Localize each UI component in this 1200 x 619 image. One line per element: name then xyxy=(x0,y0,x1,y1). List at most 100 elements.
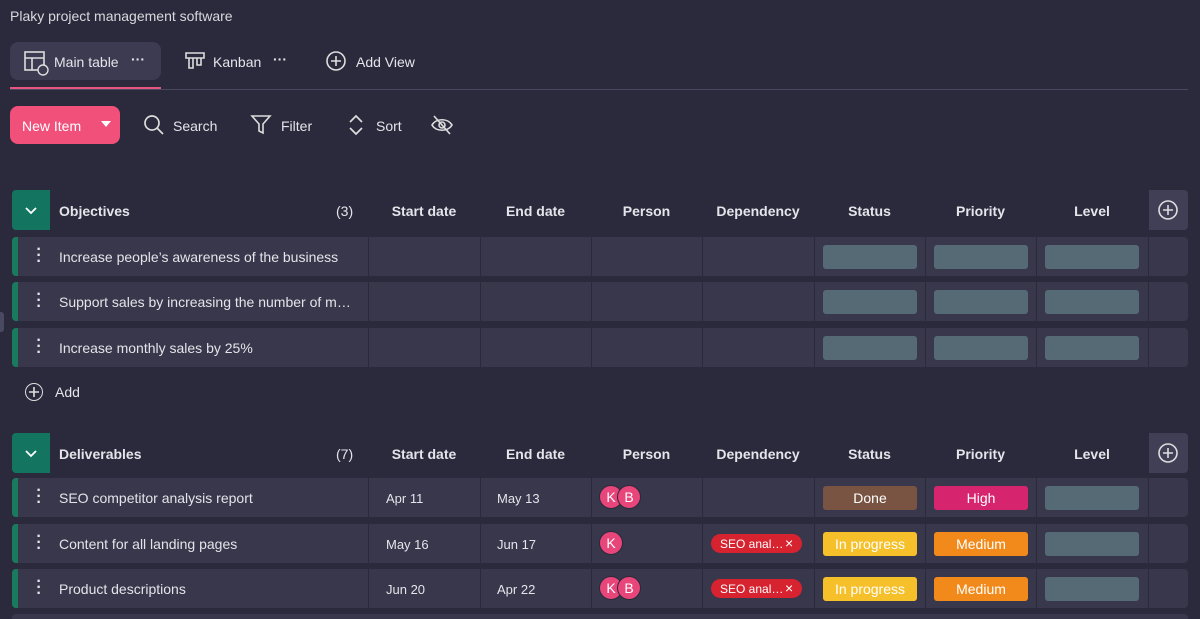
column-header: Priority xyxy=(955,446,1005,462)
level-pill[interactable] xyxy=(1045,532,1139,556)
cell-divider xyxy=(480,524,481,563)
column-header: Status xyxy=(848,446,891,462)
plus-icon xyxy=(1158,443,1178,463)
collapse-button[interactable] xyxy=(12,190,50,230)
cell-divider xyxy=(702,237,703,276)
cell-divider xyxy=(702,569,703,608)
cell-divider xyxy=(1036,237,1037,276)
tab-menu[interactable]: ··· xyxy=(131,51,145,67)
side-handle xyxy=(0,312,4,332)
cell-divider xyxy=(925,237,926,276)
add-item-icon[interactable] xyxy=(25,383,43,401)
status-pill[interactable] xyxy=(823,336,917,360)
column-header: Priority xyxy=(955,203,1005,219)
cell-divider xyxy=(591,569,592,608)
status-pill[interactable]: In progress xyxy=(823,577,917,601)
avatar: B xyxy=(617,576,641,600)
level-pill[interactable] xyxy=(1045,486,1139,510)
tab-menu[interactable]: ··· xyxy=(273,51,287,67)
status-pill[interactable] xyxy=(823,245,917,269)
row-stripe xyxy=(12,328,18,367)
item-name: Content for all landing pages xyxy=(59,536,238,552)
tab-label[interactable]: Kanban xyxy=(213,54,262,70)
start-date: May 16 xyxy=(386,537,429,552)
search-button[interactable]: Search xyxy=(173,118,218,134)
status-pill[interactable]: In progress xyxy=(823,532,917,556)
column-header: Start date xyxy=(391,446,457,462)
dependency-label: SEO anal… xyxy=(720,581,784,596)
chevron xyxy=(25,207,37,215)
new-item-label: New Item xyxy=(22,118,82,134)
add-view-icon xyxy=(326,51,346,71)
cell-divider xyxy=(1148,328,1149,367)
sort-button[interactable]: Sort xyxy=(376,118,402,134)
item-name: Product descriptions xyxy=(59,581,186,597)
cell-divider xyxy=(702,524,703,563)
column-header: Dependency xyxy=(716,203,800,219)
status-pill[interactable] xyxy=(823,290,917,314)
row-menu[interactable]: · · · xyxy=(36,286,42,315)
cell-divider xyxy=(814,478,815,517)
priority-pill[interactable]: High xyxy=(934,486,1028,510)
cell-divider xyxy=(925,524,926,563)
row-menu[interactable]: · · · xyxy=(36,482,42,511)
cell-divider xyxy=(1036,478,1037,517)
cell-divider xyxy=(368,524,369,563)
remove-dependency[interactable]: × xyxy=(785,535,794,551)
row-menu[interactable]: · · · xyxy=(36,332,42,361)
column-header: Start date xyxy=(391,203,457,219)
add-column-button[interactable] xyxy=(1149,433,1188,473)
group-count: (3) xyxy=(336,203,354,219)
filter-button[interactable]: Filter xyxy=(281,118,313,134)
row-menu[interactable]: · · · xyxy=(36,528,42,557)
kanban-icon xyxy=(185,52,205,69)
start-date: Apr 11 xyxy=(386,491,424,506)
dependency-tag[interactable]: SEO anal… xyxy=(711,534,802,553)
level-pill[interactable] xyxy=(1045,336,1139,360)
row-stripe xyxy=(12,478,18,517)
cell-divider xyxy=(480,237,481,276)
priority-pill[interactable] xyxy=(934,245,1028,269)
status-pill[interactable]: Done xyxy=(823,486,917,510)
cell-divider xyxy=(925,282,926,321)
cell-divider xyxy=(925,328,926,367)
row xyxy=(12,614,1188,619)
new-item-button[interactable] xyxy=(10,106,120,144)
row-stripe xyxy=(12,524,18,563)
cell-divider xyxy=(1148,237,1149,276)
end-date: Apr 22 xyxy=(497,582,536,597)
cell-divider xyxy=(368,569,369,608)
priority-pill[interactable]: Medium xyxy=(934,532,1028,556)
main-table-tab[interactable] xyxy=(10,42,161,80)
cell-divider xyxy=(1036,282,1037,321)
cell-divider xyxy=(814,328,815,367)
add-item[interactable]: Add xyxy=(55,384,80,400)
app-title: Plaky project management software xyxy=(10,8,233,24)
column-header: Level xyxy=(1074,203,1110,219)
item-name: Increase monthly sales by 25% xyxy=(59,340,253,356)
cell-divider xyxy=(368,328,369,367)
cell-divider xyxy=(591,478,592,517)
level-pill[interactable] xyxy=(1045,577,1139,601)
level-pill[interactable] xyxy=(1045,245,1139,269)
avatar: B xyxy=(617,485,641,509)
collapse-button[interactable] xyxy=(12,433,50,473)
priority-pill[interactable] xyxy=(934,290,1028,314)
add-column-button[interactable] xyxy=(1149,190,1188,230)
row-menu[interactable]: · · · xyxy=(36,241,42,270)
level-pill[interactable] xyxy=(1045,290,1139,314)
cell-divider xyxy=(368,282,369,321)
hide-icon[interactable] xyxy=(431,115,453,135)
priority-pill[interactable] xyxy=(934,336,1028,360)
cell-divider xyxy=(480,328,481,367)
add-view[interactable]: Add View xyxy=(356,54,415,70)
row-menu[interactable]: · · · xyxy=(36,573,42,602)
column-header: Dependency xyxy=(716,446,800,462)
dependency-tag[interactable]: SEO anal… xyxy=(711,579,802,598)
priority-pill[interactable]: Medium xyxy=(934,577,1028,601)
item-name: SEO competitor analysis report xyxy=(59,490,253,506)
group-name: Objectives xyxy=(59,203,130,219)
end-date: May 13 xyxy=(497,491,540,506)
remove-dependency[interactable]: × xyxy=(785,580,794,596)
